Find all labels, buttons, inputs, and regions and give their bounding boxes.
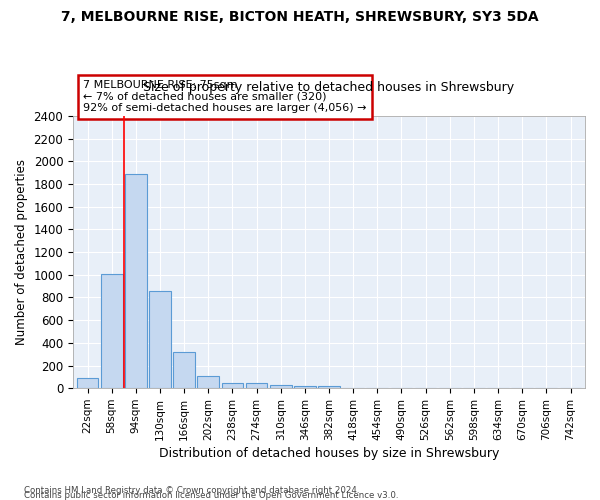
Bar	[101, 274, 122, 388]
Bar	[294, 386, 316, 388]
Bar	[221, 382, 243, 388]
Title: Size of property relative to detached houses in Shrewsbury: Size of property relative to detached ho…	[143, 81, 515, 94]
X-axis label: Distribution of detached houses by size in Shrewsbury: Distribution of detached houses by size …	[159, 447, 499, 460]
Bar	[270, 385, 292, 388]
Bar	[149, 290, 171, 388]
Text: Contains HM Land Registry data © Crown copyright and database right 2024.: Contains HM Land Registry data © Crown c…	[24, 486, 359, 495]
Bar	[318, 386, 340, 388]
Bar	[173, 352, 195, 388]
Y-axis label: Number of detached properties: Number of detached properties	[15, 159, 28, 345]
Text: Contains public sector information licensed under the Open Government Licence v3: Contains public sector information licen…	[24, 490, 398, 500]
Text: 7 MELBOURNE RISE: 75sqm
← 7% of detached houses are smaller (320)
92% of semi-de: 7 MELBOURNE RISE: 75sqm ← 7% of detached…	[83, 80, 367, 114]
Bar	[245, 383, 268, 388]
Bar	[125, 174, 146, 388]
Bar	[197, 376, 219, 388]
Text: 7, MELBOURNE RISE, BICTON HEATH, SHREWSBURY, SY3 5DA: 7, MELBOURNE RISE, BICTON HEATH, SHREWSB…	[61, 10, 539, 24]
Bar	[77, 378, 98, 388]
